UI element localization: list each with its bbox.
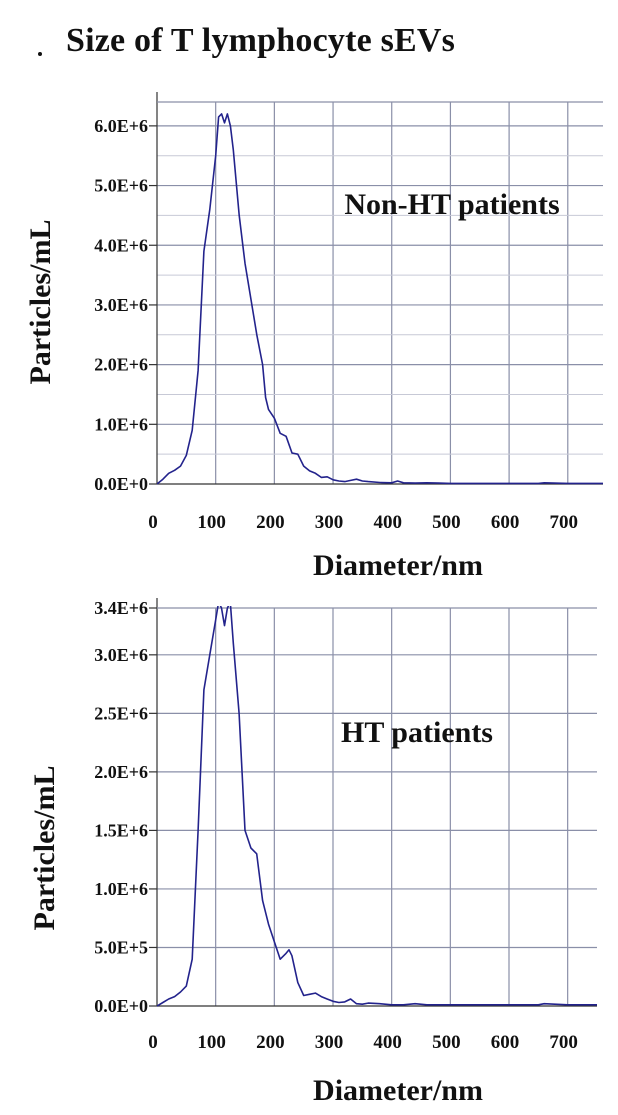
y-axis-title: Particles/mL [28, 766, 61, 931]
chart-ht: 0.0E+0 5.0E+5 1.0E+6 1.5E+6 2.0E+6 2.5E+6 3.0E… [28, 598, 597, 1107]
x-tick-label: 300 [315, 1032, 344, 1053]
y-tick-label: 2.5E+6 [94, 703, 148, 723]
x-tick-label: 500 [432, 1032, 461, 1053]
x-tick-label: 100 [197, 1032, 226, 1053]
x-tick-label: 700 [550, 512, 579, 533]
x-axis-title: Diameter/nm [313, 1074, 483, 1107]
grid [157, 102, 603, 484]
y-axis-title: Particles/mL [24, 220, 57, 385]
series-line-0 [157, 606, 597, 1007]
x-axis-title: Diameter/nm [313, 549, 483, 580]
y-tick-label: 3.0E+6 [94, 645, 148, 665]
y-tick-label: 0.0E+0 [94, 474, 148, 494]
x-tick-label: 200 [256, 512, 285, 533]
y-tick-label: 1.0E+6 [94, 414, 148, 434]
x-tick-label: 0 [148, 512, 158, 533]
x-tick-label: 500 [432, 512, 461, 533]
x-tick-label: 300 [315, 512, 344, 533]
x-tick-label: 700 [549, 1032, 578, 1053]
y-tick-label: 5.0E+6 [94, 176, 148, 196]
y-tick-label: 0.0E+0 [94, 996, 148, 1016]
x-tick-label: 400 [373, 1032, 402, 1053]
x-tick-label: 600 [491, 1032, 520, 1053]
series-line-0 [157, 113, 603, 485]
x-tick-label: 400 [373, 512, 402, 533]
x-tick-label: 200 [256, 1032, 285, 1053]
y-tick-label: 6.0E+6 [94, 116, 148, 136]
x-tick-label: 600 [491, 512, 520, 533]
grid [157, 608, 597, 1006]
y-tick-label: 3.0E+6 [94, 295, 148, 315]
chart-annotation: Non-HT patients [344, 188, 559, 221]
y-tick-label: 2.0E+6 [94, 762, 148, 782]
x-tick-label: 0 [148, 1032, 158, 1053]
y-tick-label: 5.0E+5 [94, 937, 148, 957]
y-tick-label: 1.0E+6 [94, 879, 148, 899]
y-tick-label: 1.5E+6 [94, 820, 148, 840]
y-tick-label: 3.4E+6 [94, 598, 148, 618]
chart-annotation: HT patients [341, 716, 493, 749]
x-tick-label: 100 [197, 512, 226, 533]
y-tick-label: 2.0E+6 [94, 355, 148, 375]
bullet-mark [38, 52, 42, 56]
y-tick-label: 4.0E+6 [94, 235, 148, 255]
page-title: Size of T lymphocyte sEVs [66, 22, 456, 59]
chart-non-ht: 0.0E+0 1.0E+6 2.0E+6 3.0E+6 4.0E+6 5.0E+6 6.0E… [24, 92, 603, 580]
